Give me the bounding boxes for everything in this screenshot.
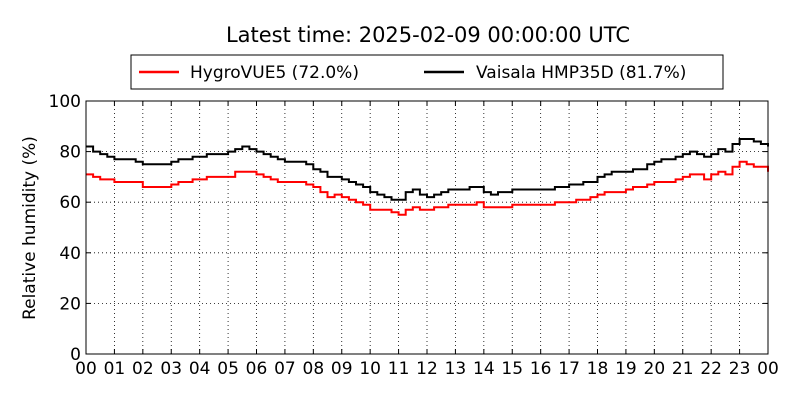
grid: [86, 101, 768, 354]
y-tick-label: 100: [49, 92, 81, 112]
x-tick-label: 19: [615, 359, 637, 379]
x-tick-label: 20: [644, 359, 666, 379]
x-tick-label: 04: [189, 359, 211, 379]
x-tick-label: 00: [75, 359, 97, 379]
legend: HygroVUE5 (72.0%) Vaisala HMP35D (81.7%): [130, 54, 724, 90]
x-tick-label: 00: [757, 359, 779, 379]
x-tick-label: 16: [530, 359, 552, 379]
series-lines: [86, 138, 769, 216]
legend-label-hygrovue5: HygroVUE5 (72.0%): [190, 63, 359, 83]
y-tick-label: 40: [59, 244, 81, 264]
x-tick-label: 15: [501, 359, 523, 379]
x-tick-label: 21: [672, 359, 694, 379]
y-tick-label: 60: [59, 193, 81, 213]
x-tick-label: 12: [416, 359, 438, 379]
x-tick-label: 08: [303, 359, 325, 379]
x-tick-label: 22: [700, 359, 722, 379]
x-tick-label: 06: [246, 359, 268, 379]
y-axis-label: Relative humidity (%): [20, 136, 40, 320]
x-tick-label: 09: [331, 359, 353, 379]
plot-area-frame: [85, 100, 769, 355]
x-tick-label: 10: [359, 359, 381, 379]
x-tick-label: 03: [160, 359, 182, 379]
x-tick-label: 05: [217, 359, 239, 379]
series-line-vaisala: [86, 138, 769, 201]
chart-title: Latest time: 2025-02-09 00:00:00 UTC: [226, 23, 630, 47]
x-tick-label: 01: [104, 359, 126, 379]
series-line-hygrovue5: [86, 160, 769, 216]
x-tick-label: 17: [558, 359, 580, 379]
y-tick-label: 80: [59, 143, 81, 163]
y-tick-label: 0: [70, 345, 81, 365]
x-tick-label: 23: [729, 359, 751, 379]
y-tick-label: 20: [59, 294, 81, 314]
x-tick-label: 14: [473, 359, 495, 379]
x-tick-label: 13: [445, 359, 467, 379]
x-tick-label: 11: [388, 359, 410, 379]
x-tick-label: 18: [587, 359, 609, 379]
x-tick-label: 07: [274, 359, 296, 379]
legend-label-vaisala: Vaisala HMP35D (81.7%): [476, 63, 686, 83]
x-tick-label: 02: [132, 359, 154, 379]
axis-ticks: 0 20 40 60 80 100 00 01 02 03 04 05 06 07 08 09 10 11 12 13…: [49, 92, 779, 379]
